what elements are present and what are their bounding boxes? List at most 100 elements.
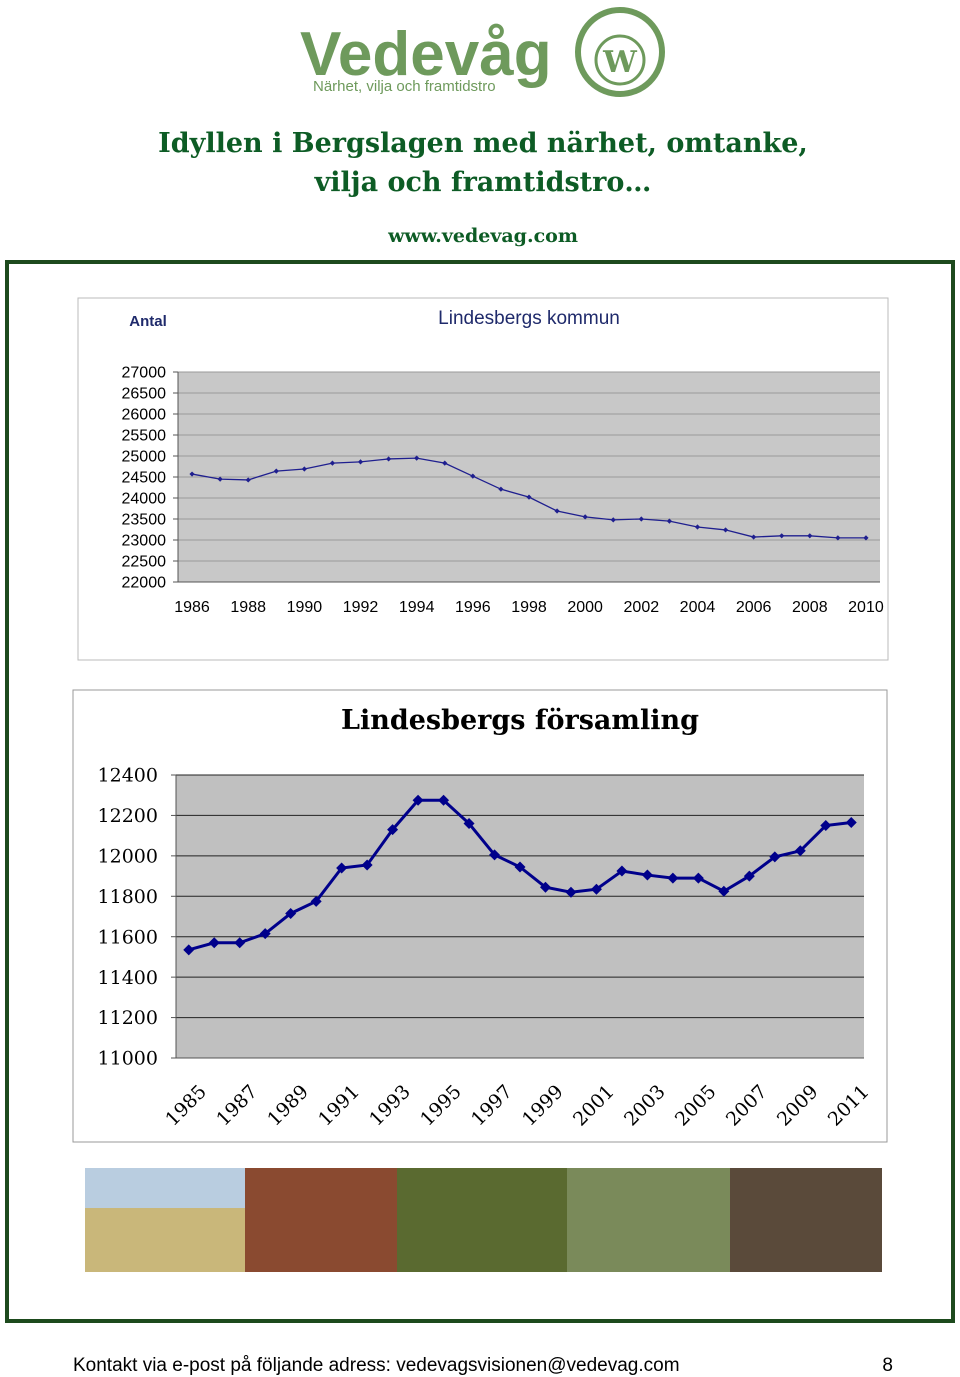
- data-marker: [835, 535, 841, 541]
- data-marker: [301, 466, 307, 472]
- logo-emblem-inner: [594, 34, 646, 86]
- y-tick-label: 11800: [98, 886, 158, 908]
- y-tick-label: 25500: [122, 428, 167, 445]
- photo-strip: [85, 1168, 882, 1272]
- data-marker: [489, 849, 501, 861]
- data-marker: [794, 845, 806, 857]
- data-marker: [285, 907, 297, 919]
- logo-text: Vedevåg: [300, 20, 552, 89]
- x-tick-label: 2002: [624, 599, 660, 616]
- x-tick-label: 1994: [399, 599, 435, 616]
- data-marker: [438, 794, 450, 806]
- y-tick-label: 11200: [98, 1007, 158, 1029]
- data-marker: [666, 518, 672, 524]
- data-marker: [743, 870, 755, 882]
- y-axis-label: Antal: [129, 313, 167, 330]
- data-marker: [641, 869, 653, 881]
- data-marker: [565, 886, 577, 898]
- data-marker: [442, 460, 448, 466]
- y-tick-label: 26500: [122, 386, 167, 403]
- y-tick-label: 23500: [122, 512, 167, 529]
- y-tick-label: 25000: [122, 449, 167, 466]
- page-number: 8: [882, 1355, 893, 1376]
- footer-contact: Kontakt via e-post på följande adress: v…: [73, 1355, 680, 1376]
- data-marker: [610, 517, 616, 523]
- data-marker: [217, 476, 223, 482]
- y-tick-label: 26000: [122, 407, 167, 424]
- photo: [397, 1168, 567, 1272]
- y-tick-label: 23000: [122, 533, 167, 550]
- y-tick-label: 11000: [98, 1048, 158, 1070]
- data-marker: [329, 460, 336, 466]
- data-marker: [590, 883, 602, 895]
- data-marker: [310, 895, 322, 907]
- y-tick-label: 12400: [98, 765, 158, 787]
- data-marker: [183, 944, 195, 956]
- x-tick-label: 1988: [230, 599, 266, 616]
- data-marker: [539, 881, 551, 893]
- data-marker: [554, 508, 560, 514]
- data-marker: [582, 514, 588, 520]
- data-marker: [386, 456, 392, 462]
- y-tick-label: 11400: [98, 967, 158, 989]
- photo: [245, 1168, 397, 1272]
- data-marker: [498, 486, 504, 492]
- data-marker: [751, 534, 757, 540]
- photo: [567, 1168, 730, 1272]
- data-marker: [526, 494, 532, 500]
- data-marker: [245, 477, 251, 483]
- x-tick-label: 1986: [174, 599, 210, 616]
- x-tick-label: 1996: [455, 599, 491, 616]
- y-tick-label: 27000: [122, 365, 167, 382]
- url[interactable]: www.vedevag.com: [387, 225, 578, 247]
- content-frame: [5, 260, 955, 1323]
- y-tick-label: 12000: [98, 846, 158, 868]
- data-marker: [189, 471, 195, 477]
- data-marker: [412, 794, 424, 806]
- data-marker: [273, 468, 279, 474]
- y-tick-label: 22500: [122, 554, 167, 571]
- data-marker: [845, 817, 857, 829]
- y-tick-label: 22000: [122, 575, 167, 592]
- data-marker: [694, 524, 701, 530]
- y-tick-label: 11600: [98, 926, 158, 948]
- chart-title: Lindesbergs församling: [341, 705, 699, 736]
- x-tick-label: 2000: [567, 599, 603, 616]
- data-marker: [470, 473, 476, 479]
- logo: Vedevåg Närhet, vilja och framtidstro W: [300, 7, 665, 97]
- x-tick-label: 1998: [511, 599, 547, 616]
- x-tick-label: 2004: [680, 599, 716, 616]
- heading: vilja och framtidstro…: [314, 167, 652, 198]
- x-tick-label: 1992: [343, 599, 379, 616]
- data-marker: [638, 516, 644, 522]
- data-marker: [208, 937, 220, 949]
- data-marker: [361, 859, 373, 871]
- data-marker: [820, 820, 832, 832]
- data-marker: [463, 818, 475, 830]
- data-marker: [863, 535, 869, 541]
- y-tick-label: 24500: [122, 470, 167, 487]
- data-marker: [667, 872, 679, 884]
- data-marker: [414, 455, 420, 461]
- x-tick-label: 1990: [287, 599, 323, 616]
- photo: [730, 1168, 882, 1272]
- data-marker: [692, 872, 704, 884]
- data-marker: [807, 533, 813, 539]
- x-tick-label: 2006: [736, 599, 772, 616]
- data-marker: [336, 862, 348, 874]
- data-marker: [718, 885, 730, 897]
- plot-area: [176, 775, 864, 1058]
- data-marker: [616, 865, 628, 877]
- heading: Idyllen i Bergslagen med närhet, omtanke…: [158, 128, 808, 159]
- y-tick-label: 12200: [98, 805, 158, 827]
- data-marker: [514, 861, 526, 873]
- logo-emblem: [575, 7, 665, 97]
- data-marker: [259, 928, 271, 940]
- data-marker: [779, 533, 785, 539]
- data-marker: [357, 459, 364, 465]
- x-tick-label: 2010: [848, 599, 884, 616]
- x-tick-label: 2008: [792, 599, 828, 616]
- data-marker: [722, 527, 729, 533]
- logo-w: W: [602, 45, 638, 80]
